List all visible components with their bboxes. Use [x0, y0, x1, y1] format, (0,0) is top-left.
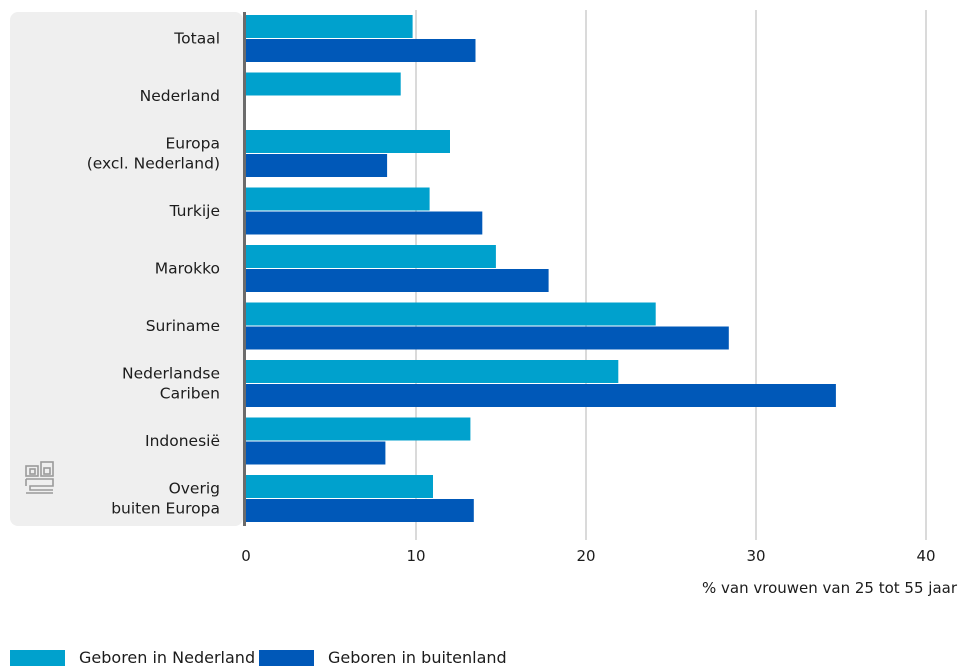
category-label: Overig buiten Europa [111, 480, 220, 518]
category-label-line: Indonesië [145, 432, 220, 450]
category-labels: Totaal Nederland Europa (excl. Nederland) Tu… [87, 30, 220, 518]
bar-chart: Totaal Nederland Europa (excl. Nederland) Tu… [10, 10, 958, 597]
category-label-line: (excl. Nederland) [87, 155, 220, 173]
category-label-line: Marokko [155, 260, 220, 278]
category-label-line: Europa [166, 135, 220, 153]
bar [246, 302, 656, 326]
x-axis-label: % van vrouwen van 25 tot 55 jaar [702, 579, 958, 597]
category-label-line: Nederlandse [122, 365, 220, 383]
category-label-line: buiten Europa [111, 500, 220, 518]
category-label-line: Turkije [169, 202, 220, 220]
category-label-line: Totaal [173, 30, 220, 48]
category-label: Suriname [146, 317, 220, 335]
category-label-line: Cariben [160, 385, 220, 403]
category-label: Turkije [169, 202, 220, 220]
x-tick-label: 30 [746, 547, 765, 565]
category-label-line: Overig [169, 480, 220, 498]
legend-item-geboren-in-buitenland: Geboren in buitenland [259, 650, 507, 666]
legend-label: Geboren in Nederland [79, 648, 256, 667]
bar [246, 326, 729, 350]
bar [246, 417, 471, 441]
bar [246, 130, 450, 153]
legend-item-geboren-in-nederland: Geboren in Nederland [10, 650, 255, 666]
bar [246, 384, 836, 407]
bar [246, 441, 386, 465]
bar [246, 269, 549, 292]
bar [246, 360, 619, 383]
bar [246, 211, 483, 235]
x-tick-labels: 0 10 20 30 40 [241, 547, 935, 565]
x-tick-label: 10 [406, 547, 425, 565]
category-label: Indonesië [145, 432, 220, 450]
category-panel [10, 12, 243, 526]
bar [246, 39, 476, 62]
x-tick-label: 20 [576, 547, 595, 565]
category-label: Nederland [140, 87, 220, 105]
bar [246, 154, 388, 177]
x-tick-label: 40 [916, 547, 935, 565]
category-label: Europa (excl. Nederland) [87, 135, 220, 173]
legend-label: Geboren in buitenland [328, 648, 507, 667]
bar [246, 499, 474, 522]
x-tick-label: 0 [241, 547, 251, 565]
category-label-line: Suriname [146, 317, 220, 335]
cbs-logo-icon [25, 461, 54, 494]
legend-swatch [259, 650, 314, 666]
bars [246, 15, 836, 522]
category-label: Marokko [155, 260, 220, 278]
bar [246, 475, 433, 498]
category-label: Nederlandse Cariben [122, 365, 220, 403]
legend: Geboren in Nederland Geboren in buitenla… [0, 650, 961, 670]
bar [246, 15, 413, 38]
category-label: Totaal [173, 30, 220, 48]
bar [246, 245, 496, 268]
bar [246, 72, 401, 96]
legend-swatch [10, 650, 65, 666]
category-label-line: Nederland [140, 87, 220, 105]
bar [246, 187, 430, 211]
